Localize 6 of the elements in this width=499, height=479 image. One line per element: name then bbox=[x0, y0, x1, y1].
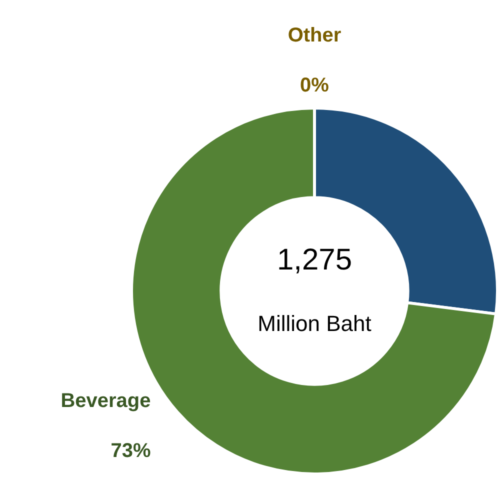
category-label: Other bbox=[288, 24, 342, 47]
text: Million Baht bbox=[258, 311, 372, 336]
text: 0% bbox=[300, 74, 329, 97]
slice-label: Beverage bbox=[60, 390, 151, 412]
data-label: 73% bbox=[110, 440, 151, 462]
text: 1,275 bbox=[276, 243, 352, 276]
